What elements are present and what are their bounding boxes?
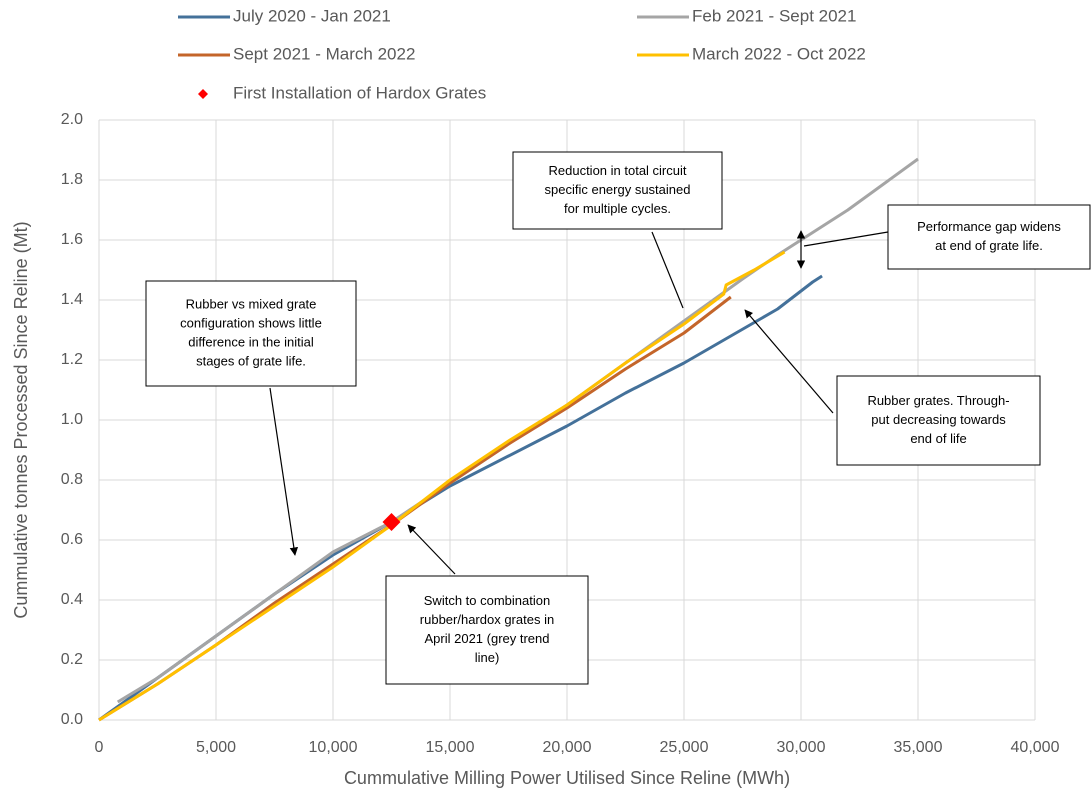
legend-label: July 2020 - Jan 2021 (233, 6, 391, 25)
y-tick-label: 1.6 (61, 231, 83, 248)
y-tick-label: 0.8 (61, 471, 83, 488)
y-tick-label: 1.2 (61, 351, 83, 368)
annotation-text: end of life (910, 431, 966, 446)
annotation-line (803, 231, 889, 247)
y-axis-title: Cummulative tonnes Processed Since Relin… (11, 221, 31, 618)
annotation-box (512, 151, 723, 230)
annotation-text: stages of grate life. (196, 353, 306, 368)
annotation-arrow (407, 524, 456, 575)
annotation-box (145, 280, 357, 387)
marker-point (382, 513, 401, 531)
annotation-text: put decreasing towards (871, 412, 1006, 427)
legend-label: First Installation of Hardox Grates (233, 83, 486, 102)
y-tick-label: 1.8 (61, 171, 83, 188)
annotation-text: rubber/hardox grates in (420, 612, 554, 627)
annotation-arrow (269, 387, 299, 556)
x-tick-label: 35,000 (894, 739, 943, 756)
annotation-text: Rubber grates. Through- (867, 393, 1009, 408)
annotation-text: April 2021 (grey trend (424, 631, 549, 646)
y-tick-label: 1.4 (61, 291, 83, 308)
y-tick-label: 0.6 (61, 531, 83, 548)
annotation-box (836, 375, 1041, 466)
annotation-text: configuration shows little (180, 315, 322, 330)
x-tick-label: 20,000 (543, 739, 592, 756)
legend-label: Feb 2021 - Sept 2021 (692, 6, 856, 25)
annotation-text: line) (475, 650, 500, 665)
y-tick-label: 0.2 (61, 651, 83, 668)
annotation-text: Performance gap widens (917, 219, 1061, 234)
x-tick-label: 25,000 (660, 739, 709, 756)
x-tick-label: 10,000 (309, 739, 358, 756)
legend-marker (198, 89, 208, 99)
legend-label: Sept 2021 - March 2022 (233, 44, 415, 63)
annotation-box (887, 204, 1091, 270)
x-tick-label: 30,000 (777, 739, 826, 756)
x-tick-label: 15,000 (426, 739, 475, 756)
annotation-text: Reduction in total circuit (548, 163, 686, 178)
annotation-line (651, 231, 684, 309)
y-tick-label: 0.4 (61, 591, 83, 608)
annotation-box (385, 575, 589, 685)
series-line (98, 250, 786, 722)
annotation-text: Switch to combination (424, 593, 550, 608)
annotation-text: Rubber vs mixed grate (186, 296, 317, 311)
x-axis-title: Cummulative Milling Power Utilised Since… (344, 768, 790, 788)
y-tick-label: 1.0 (61, 411, 83, 428)
y-tick-label: 0.0 (61, 711, 83, 728)
annotation-text: at end of grate life. (935, 238, 1043, 253)
annotation-arrow (744, 309, 834, 414)
x-tick-label: 0 (95, 739, 104, 756)
x-tick-label: 40,000 (1011, 739, 1060, 756)
annotation-text: for multiple cycles. (564, 201, 671, 216)
y-tick-label: 2.0 (61, 111, 83, 128)
legend-label: March 2022 - Oct 2022 (692, 44, 866, 63)
annotation-text: difference in the initial (188, 334, 314, 349)
x-tick-label: 5,000 (196, 739, 236, 756)
annotation-text: specific energy sustained (545, 182, 691, 197)
